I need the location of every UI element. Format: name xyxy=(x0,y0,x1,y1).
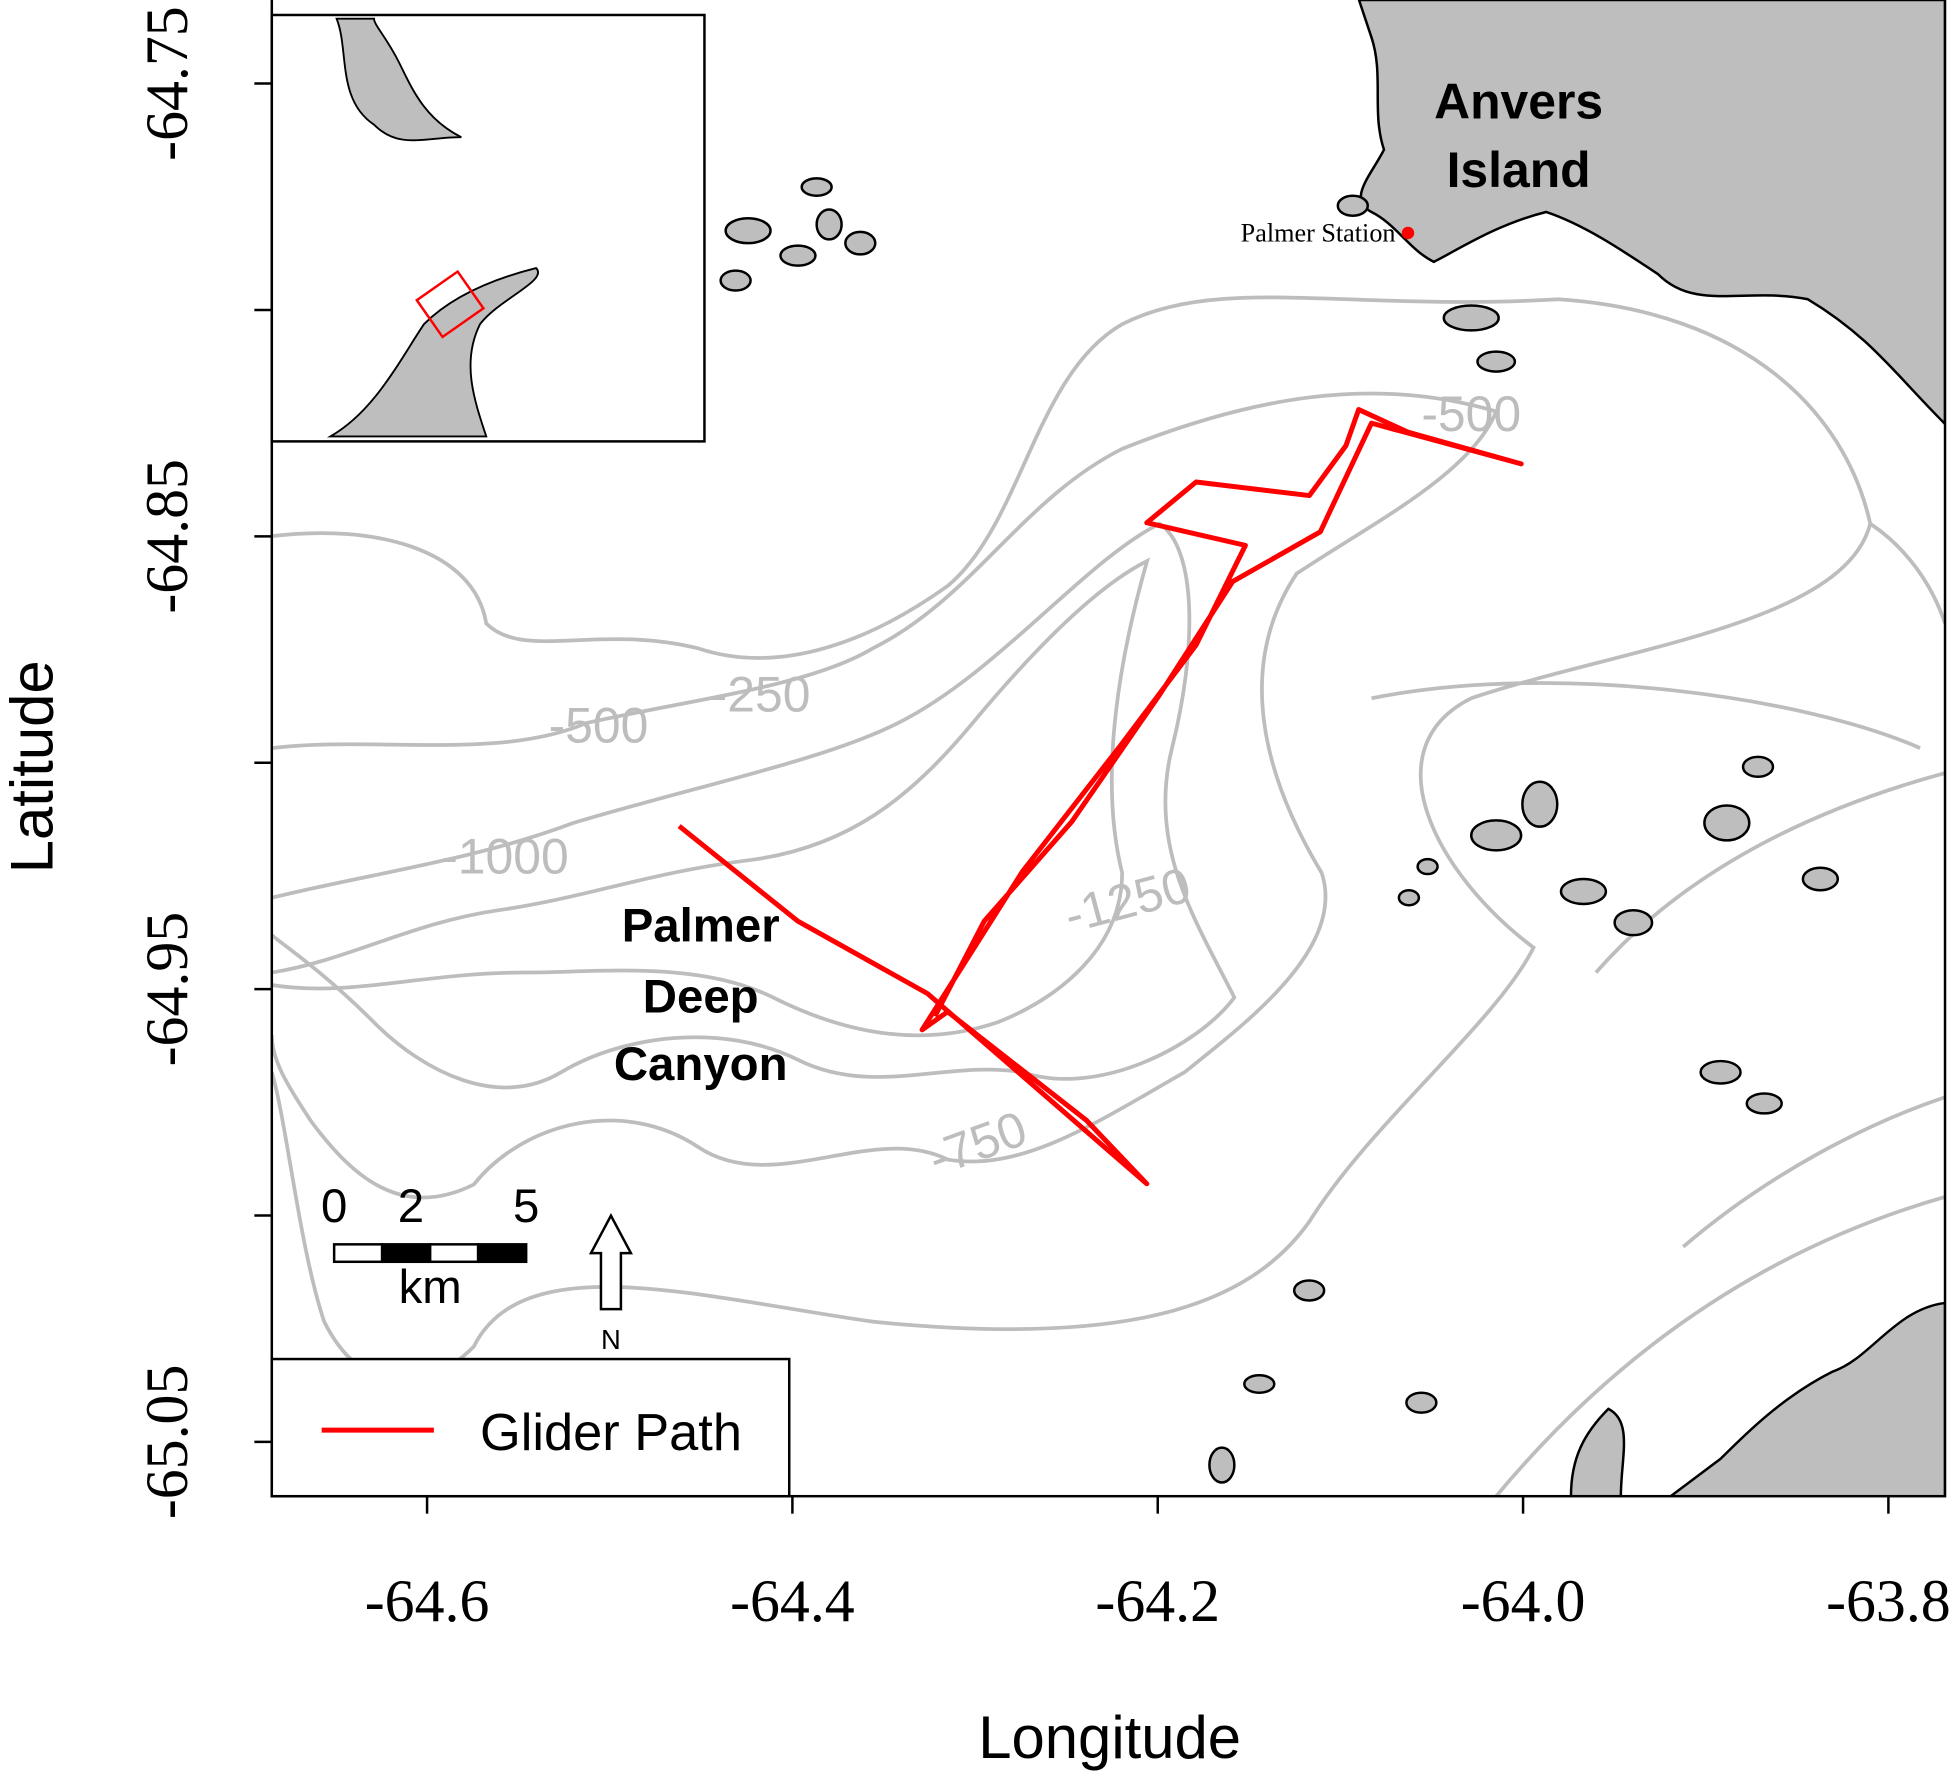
scale-tick-label: 5 xyxy=(513,1180,539,1233)
inset-map xyxy=(270,13,706,443)
basemap xyxy=(271,0,1946,1497)
station-label: Palmer Station xyxy=(1241,219,1396,248)
contour-label: -1250 xyxy=(1059,857,1197,944)
islands xyxy=(719,177,1840,1484)
y-tick-label: -64.85 xyxy=(134,459,200,614)
inset-antarctic-peninsula xyxy=(326,267,539,438)
x-tick-label: -63.8 xyxy=(1826,1568,1951,1634)
x-tick-label: -64.6 xyxy=(365,1568,490,1634)
contour-label: -500 xyxy=(1421,386,1521,442)
y-tick-label: -64.95 xyxy=(134,912,200,1067)
contour-label: -750 xyxy=(921,1100,1034,1187)
inset-south-america xyxy=(335,17,462,142)
legend-label: Glider Path xyxy=(480,1404,742,1462)
station-point xyxy=(1401,226,1415,240)
scale-tick-label: 0 xyxy=(321,1180,347,1233)
scale-segment xyxy=(380,1243,432,1264)
place-label: Anvers xyxy=(1434,73,1603,129)
scale-segment xyxy=(332,1243,384,1264)
x-tick-label: -64.0 xyxy=(1461,1568,1586,1634)
y-axis-title: Latitude xyxy=(0,660,65,873)
legend: Glider Path xyxy=(270,1357,791,1498)
north-arrow-shape xyxy=(588,1213,633,1311)
inset-extent xyxy=(415,269,486,339)
glider-path xyxy=(677,407,1524,1187)
north-arrow: N xyxy=(588,1213,633,1355)
north-label: N xyxy=(601,1324,621,1355)
contour-label: -250 xyxy=(711,666,811,722)
y-tick-label: -65.05 xyxy=(134,1365,200,1520)
land-s xyxy=(1569,1407,1626,1497)
y-tick-label: -64.75 xyxy=(134,6,200,161)
anvers-island xyxy=(1357,0,1946,426)
plot-frame xyxy=(270,0,1947,1498)
x-axis-title: Longitude xyxy=(978,1704,1241,1771)
land-se xyxy=(1668,1301,1946,1497)
bathymetry-contours xyxy=(271,295,1946,1497)
place-label: Deep xyxy=(643,970,759,1023)
place-label: Island xyxy=(1447,142,1591,198)
x-tick-label: -64.2 xyxy=(1095,1568,1220,1634)
inset-frame xyxy=(270,13,706,443)
scale-tick-label: 2 xyxy=(398,1180,424,1233)
scale-bar: km xyxy=(332,1243,528,1314)
place-label: Canyon xyxy=(614,1038,788,1091)
scale-unit: km xyxy=(399,1261,462,1314)
contour-label: -500 xyxy=(549,698,649,754)
place-label: Palmer xyxy=(622,899,780,952)
scale-segment xyxy=(476,1243,528,1264)
scale-segment xyxy=(428,1243,480,1264)
contour-label: -1000 xyxy=(441,828,569,884)
x-tick-label: -64.4 xyxy=(730,1568,855,1634)
